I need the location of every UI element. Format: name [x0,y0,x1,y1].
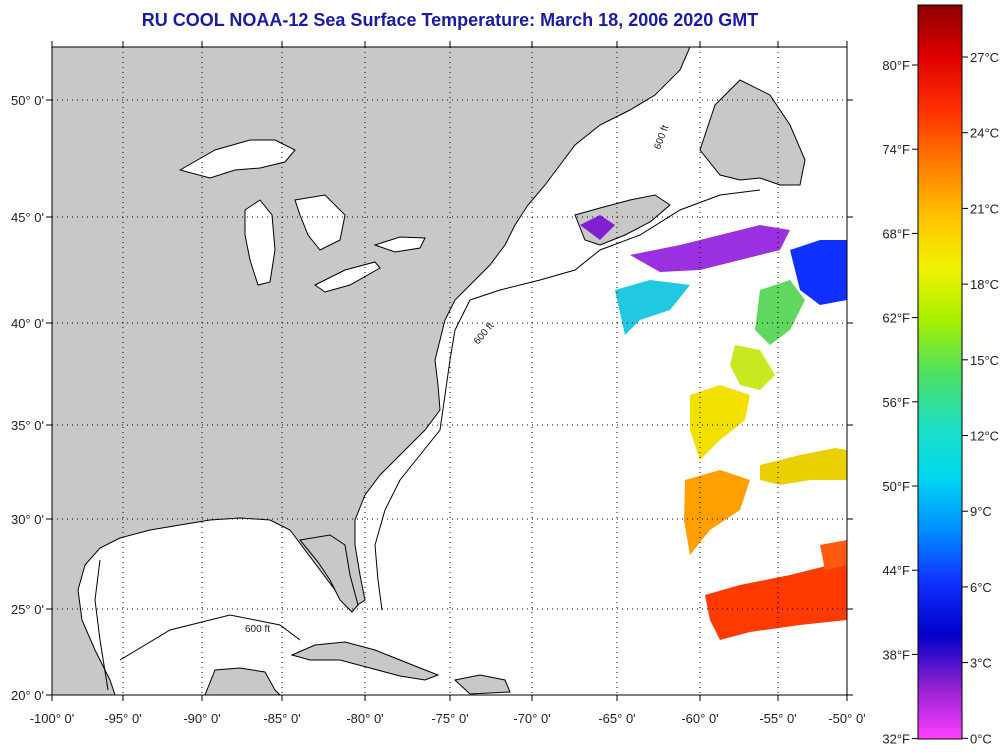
sst-patch-yellow-1 [690,385,750,460]
lon-tick-label: -100° 0' [30,711,75,726]
colorbar-fahrenheit-scale: 80°F 74°F 68°F 62°F 56°F 50°F 44°F 38°F 32°F [882,58,918,747]
fahrenheit-label: 80°F [882,58,910,73]
land-cuba [290,641,440,681]
latitude-axis: 50° 0' 45° 0' 40° 0' 35° 0' 30° 0' 25° 0' 20° … [11,93,853,703]
fahrenheit-label: 50°F [882,479,910,494]
celsius-label: 15°C [970,353,999,368]
lat-tick-label: 35° 0' [11,418,44,433]
land-north-america [51,46,691,696]
sst-patch-green [755,280,805,345]
fahrenheit-label: 38°F [882,647,910,662]
celsius-label: 9°C [970,504,992,519]
celsius-label: 12°C [970,429,999,444]
land-hispaniola [453,674,511,695]
lon-tick-label: -80° 0' [346,711,383,726]
celsius-label: 18°C [970,277,999,292]
sst-patch-blue-east [790,240,847,305]
lon-tick-label: -95° 0' [104,711,141,726]
celsius-label: 6°C [970,580,992,595]
lat-tick-label: 45° 0' [11,210,44,225]
lat-tick-label: 25° 0' [11,602,44,617]
celsius-label: 27°C [970,50,999,65]
lake-erie [314,261,381,293]
fahrenheit-label: 62°F [882,311,910,326]
map-title: RU COOL NOAA-12 Sea Surface Temperature:… [141,10,759,30]
lon-tick-label: -55° 0' [759,711,796,726]
lat-tick-label: 30° 0' [11,512,44,527]
lon-tick-label: -50° 0' [828,711,865,726]
longitude-axis: -100° 0' -95° 0' -90° 0' -85° 0' -80° 0' -75°… [30,41,866,726]
lat-lon-grid [52,47,847,695]
lake-superior [178,139,296,179]
sst-patch-cyan [615,280,690,335]
contour-label-2: 600 ft [245,624,270,635]
sst-patch-purple-north [580,215,615,240]
sst-patch-red [705,560,847,640]
lon-tick-label: -85° 0' [263,711,300,726]
celsius-label: 0°C [970,731,992,746]
fahrenheit-label: 74°F [882,142,910,157]
sst-data-patches [580,215,847,640]
lake-michigan [244,199,276,286]
colorbar-celsius-scale: 27°C 24°C 21°C 18°C 15°C 12°C 9°C 6°C 3°C 0°C [962,50,999,746]
sst-patch-lime [730,345,775,390]
celsius-label: 24°C [970,126,999,141]
fahrenheit-label: 56°F [882,395,910,410]
celsius-label: 3°C [970,656,992,671]
sst-patch-purple-shelf [630,225,790,272]
lon-tick-label: -75° 0' [431,711,468,726]
fahrenheit-label: 32°F [882,732,910,747]
lat-tick-label: 40° 0' [11,316,44,331]
lake-huron [294,194,346,251]
lat-tick-label: 50° 0' [11,93,44,108]
depth-contour-600ft [94,189,761,691]
sst-patch-red-edge [820,540,847,570]
land-newfoundland [699,79,806,186]
land-florida [299,534,359,613]
celsius-label: 21°C [970,201,999,216]
colorbar [917,4,963,740]
sst-patch-orange [684,470,750,555]
fahrenheit-label: 44°F [882,563,910,578]
lon-tick-label: -65° 0' [598,711,635,726]
lon-tick-label: -90° 0' [183,711,220,726]
fahrenheit-label: 68°F [882,226,910,241]
lon-tick-label: -60° 0' [681,711,718,726]
great-lakes [178,139,426,293]
lat-tick-label: 20° 0' [11,688,44,703]
lake-ontario [373,236,426,253]
lon-tick-label: -70° 0' [513,711,550,726]
sst-patch-yellow-2 [760,448,847,485]
